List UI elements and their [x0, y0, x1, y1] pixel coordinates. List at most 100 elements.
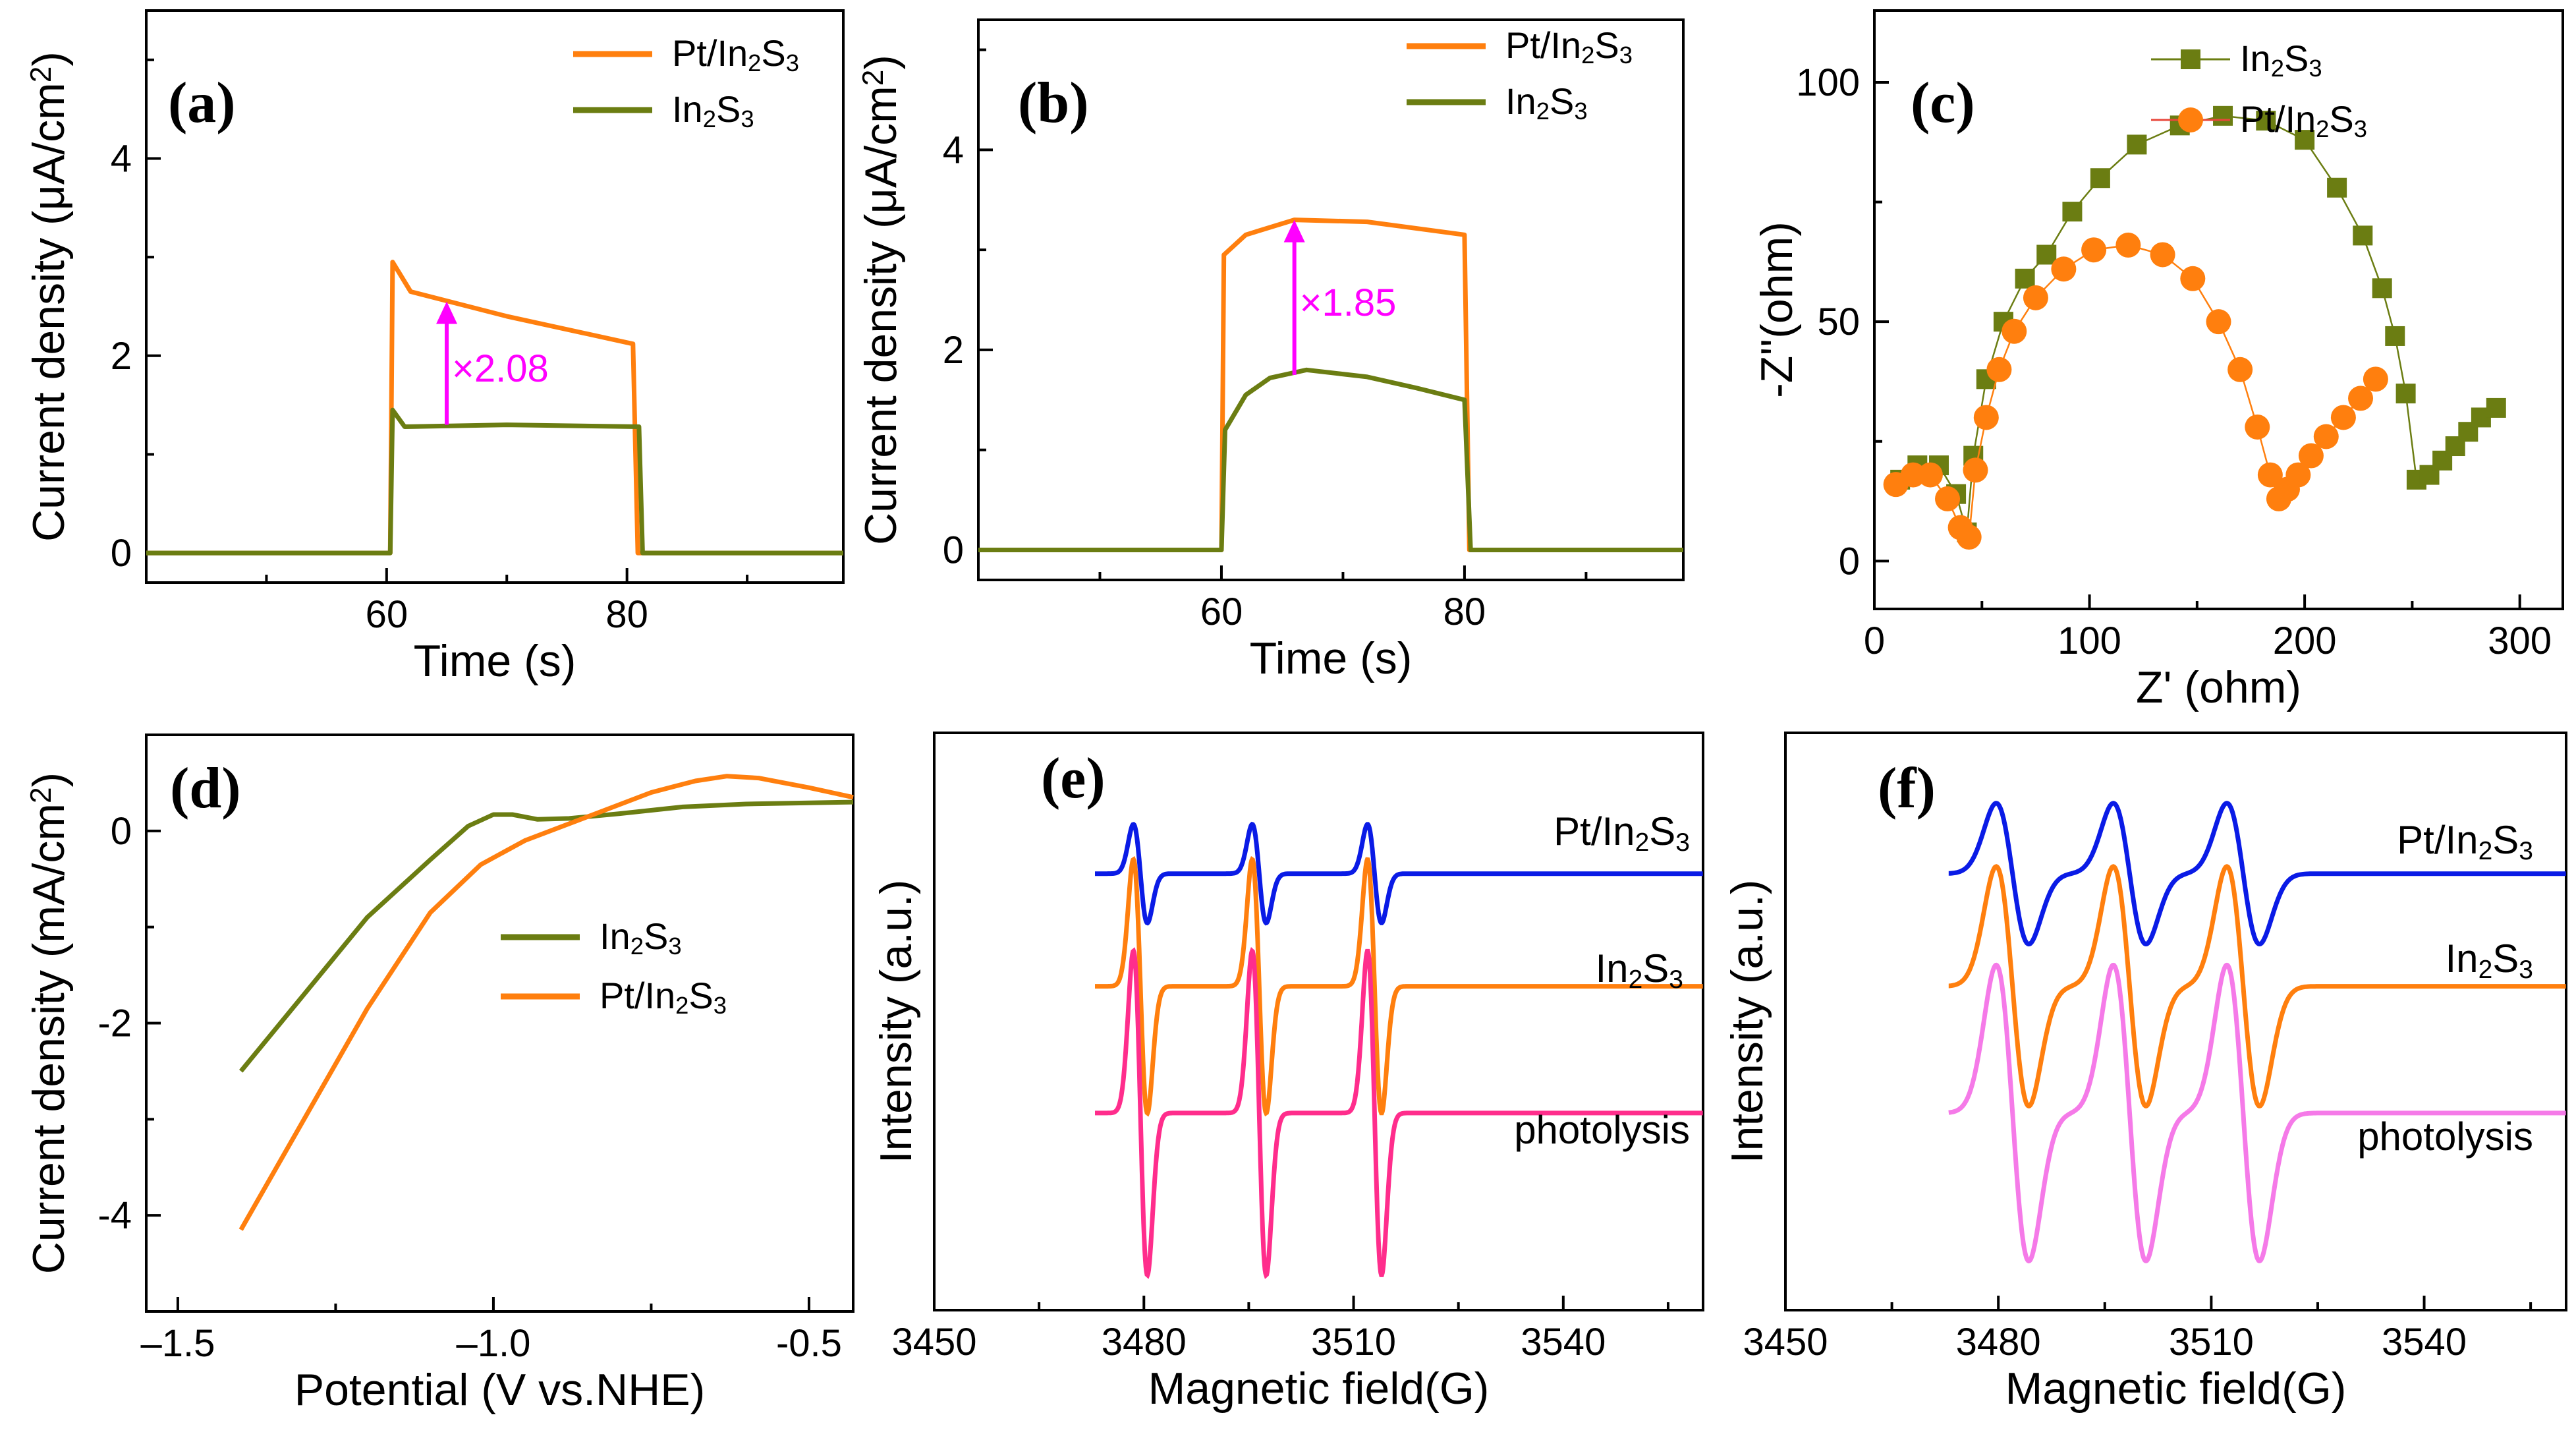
- series-label: Pt/In2S3: [2397, 818, 2533, 865]
- series-line: [978, 217, 1683, 552]
- y-tick-label: 100: [1796, 61, 1860, 104]
- x-tick-label: 80: [605, 593, 648, 636]
- series-label: Pt/In2S3: [1554, 809, 1690, 857]
- data-point: [2115, 232, 2141, 258]
- series-label: photolysis: [1514, 1108, 1690, 1152]
- series-line: [146, 407, 843, 556]
- series-line: [238, 774, 854, 1231]
- x-tick-label: 3540: [2382, 1321, 2467, 1364]
- legend-label: Pt/In2S3: [2240, 98, 2367, 142]
- y-tick-label: 50: [1817, 301, 1860, 343]
- legend-label: In2S3: [672, 88, 754, 132]
- plot-frame: [977, 18, 1685, 581]
- y-tick-label: 2: [111, 335, 132, 378]
- plot-frame: [1873, 9, 2564, 610]
- x-tick-label: 100: [2058, 619, 2121, 662]
- y-tick-label: 0: [1839, 540, 1860, 583]
- series-label: In2S3: [1596, 946, 1683, 994]
- panel-f: 3450 3480 3510 3540 Magnetic field(G) Intensi…: [1722, 732, 2567, 1414]
- panel-label: (b): [1018, 71, 1089, 135]
- data-point: [2348, 386, 2374, 411]
- data-point: [1986, 357, 2012, 382]
- data-point: [1900, 462, 1926, 488]
- x-tick-label: 200: [2273, 619, 2337, 662]
- series-line: [1948, 801, 2566, 947]
- ratio-arrowhead: [436, 301, 458, 324]
- panel-label: (e): [1041, 747, 1106, 811]
- data-point: [2385, 326, 2405, 346]
- data-point: [1917, 462, 1943, 488]
- legend-label: In2S3: [1505, 80, 1588, 125]
- y-axis-title: Current density (μA/cm2): [856, 55, 906, 545]
- x-tick-label: 300: [2488, 619, 2552, 662]
- panel-label: (a): [168, 71, 236, 135]
- x-axis-title: Time (s): [1250, 633, 1413, 683]
- data-point: [2245, 414, 2270, 440]
- x-tick-label: 0: [1864, 619, 1885, 662]
- data-point: [2015, 268, 2035, 289]
- data-point: [2180, 266, 2206, 291]
- series-line: [1948, 864, 2566, 1108]
- y-axis-title: Current density (μA/cm2): [24, 51, 74, 542]
- data-point: [2353, 225, 2373, 246]
- data-point: [2395, 384, 2416, 404]
- x-axis-title: Magnetic field(G): [1148, 1364, 1490, 1414]
- series-line: [238, 799, 854, 1073]
- x-tick-label: –1.0: [456, 1322, 530, 1365]
- y-tick-label: 0: [111, 810, 132, 853]
- data-point: [2227, 357, 2253, 382]
- x-tick-label: 3450: [1743, 1321, 1828, 1364]
- data-point: [2213, 105, 2233, 126]
- plot-frame: [933, 732, 1704, 1311]
- y-axis-title: Intensity (a.u.): [1722, 880, 1772, 1164]
- data-point: [2150, 242, 2175, 268]
- series-line: [1895, 244, 2376, 539]
- x-tick-label: 3450: [891, 1321, 976, 1364]
- panel-label: (c): [1911, 71, 1975, 135]
- legend-marker: [2181, 49, 2200, 69]
- data-point: [2002, 318, 2027, 344]
- y-tick-label: 0: [943, 529, 964, 571]
- legend-label: Pt/In2S3: [600, 975, 727, 1019]
- data-point: [2295, 130, 2315, 150]
- panel-e: 3450 3480 3510 3540 Magnetic field(G) Intensi…: [871, 732, 1704, 1414]
- data-point: [2081, 237, 2107, 263]
- data-point: [2206, 309, 2231, 335]
- x-tick-label: 3480: [1956, 1321, 2041, 1364]
- series-line: [978, 367, 1683, 552]
- ratio-arrowhead: [1283, 219, 1305, 243]
- series-line: [1095, 947, 1703, 1279]
- data-point: [2051, 256, 2077, 282]
- series-line: [1948, 962, 2566, 1264]
- ratio-label: ×2.08: [452, 347, 549, 390]
- series-line: [146, 260, 843, 556]
- x-tick-label: 3510: [1311, 1321, 1396, 1364]
- panel-label: (d): [170, 757, 241, 820]
- y-tick-label: 4: [943, 129, 964, 171]
- data-point: [2313, 424, 2339, 449]
- legend-label: In2S3: [600, 915, 682, 960]
- data-point: [1935, 486, 1961, 511]
- data-point: [2327, 177, 2347, 198]
- data-point: [1973, 405, 1999, 430]
- x-tick-label: 80: [1443, 590, 1486, 633]
- y-tick-label: 0: [111, 532, 132, 575]
- x-tick-label: –1.5: [140, 1322, 215, 1365]
- panel-label: (f): [1878, 757, 1936, 820]
- series-line: [1095, 855, 1703, 1117]
- legend-label: Pt/In2S3: [672, 32, 799, 76]
- data-point: [2090, 168, 2110, 188]
- y-tick-label: 4: [111, 137, 132, 180]
- y-axis-title: Intensity (a.u.): [871, 880, 921, 1164]
- x-axis-title: Magnetic field(G): [2005, 1364, 2347, 1414]
- data-point: [2363, 366, 2388, 392]
- data-point: [2062, 202, 2083, 222]
- panel-c: 0 100 200 300 0 50 100 Z' (ohm) -Z''(ohm) (c) In2S…: [1752, 9, 2564, 712]
- x-axis-title: Potential (V vs.NHE): [294, 1365, 706, 1415]
- panel-d: –1.5 –1.0 -0.5 -4 -2 0 Potential (V vs.NHE) Cur…: [24, 733, 854, 1415]
- series-label: In2S3: [2446, 936, 2533, 984]
- y-axis-title: -Z''(ohm): [1752, 221, 1802, 398]
- x-tick-label: 60: [1200, 590, 1243, 633]
- data-point: [2330, 405, 2356, 430]
